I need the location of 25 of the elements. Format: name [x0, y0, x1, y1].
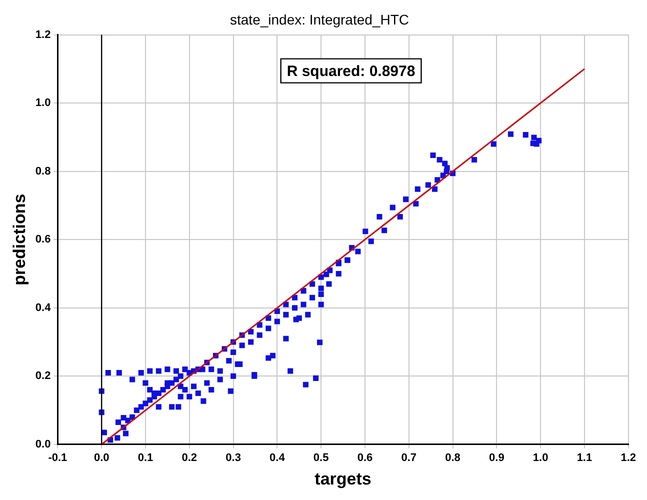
x-tick-label: 0.7 [401, 452, 417, 464]
x-tick-label: 1.1 [576, 452, 592, 464]
x-tick-label: 0.9 [489, 452, 504, 464]
x-tick-label: 0.0 [94, 452, 110, 464]
y-tick-label: 0.2 [35, 370, 51, 382]
x-tick-label: 0.8 [445, 452, 460, 464]
y-tick-label: 0.4 [35, 302, 52, 314]
annotation: R squared: 0.8978 [286, 62, 416, 80]
x-tick-label: 0.2 [182, 452, 198, 464]
y-tick-label: 0.0 [35, 438, 51, 450]
y-tick-label: 0.6 [35, 234, 51, 246]
x-tick-label: 0.5 [313, 452, 329, 464]
x-tick-label: 0.1 [138, 452, 154, 464]
x-tick-label: 0.6 [357, 452, 373, 464]
x-tick-label: 0.4 [270, 452, 286, 464]
x-tick-label: 0.3 [226, 452, 241, 464]
x-tick-label: -0.1 [48, 452, 68, 464]
x-tick-label: 1.0 [532, 452, 548, 464]
x-axis-title: targets [314, 469, 372, 488]
x-tick-label: 1.2 [620, 452, 636, 464]
y-tick-label: 0.8 [35, 165, 51, 178]
chart-title: state_index: Integrated_HTC [230, 11, 409, 28]
y-tick-label: 1.2 [35, 28, 51, 41]
y-tick-label: 1.0 [35, 97, 51, 110]
y-axis-title: predictions [10, 194, 29, 286]
